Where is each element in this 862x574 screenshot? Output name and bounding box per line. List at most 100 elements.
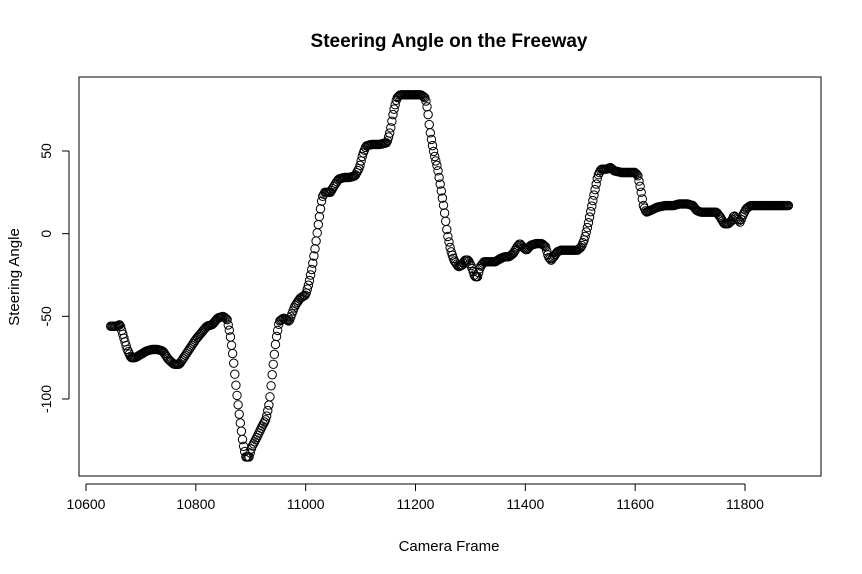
data-point — [714, 211, 724, 221]
data-point — [179, 352, 190, 362]
data-point — [581, 227, 591, 237]
data-point — [311, 236, 321, 246]
data-point — [178, 353, 188, 364]
data-point — [188, 338, 198, 349]
data-point — [264, 400, 274, 410]
data-point — [181, 348, 192, 359]
data-point — [442, 224, 452, 235]
data-point — [302, 284, 313, 294]
x-tick-label: 11600 — [616, 496, 654, 512]
data-point — [439, 208, 450, 218]
data-point — [433, 166, 443, 176]
y-tick-label: -50 — [38, 306, 54, 326]
data-point — [383, 132, 394, 142]
data-point — [465, 258, 475, 269]
data-point — [223, 320, 233, 330]
data-point — [305, 270, 316, 280]
data-point — [330, 180, 340, 190]
data-point — [583, 217, 594, 228]
data-point — [424, 119, 434, 130]
y-tick-label: 0 — [38, 230, 54, 238]
data-point — [580, 231, 590, 242]
data-point — [435, 179, 445, 189]
y-axis-label: Steering Angle — [6, 228, 23, 326]
x-axis-label: Camera Frame — [399, 538, 500, 555]
data-point — [443, 231, 453, 242]
data-point — [265, 392, 275, 402]
data-point — [349, 171, 360, 181]
data-point — [575, 243, 585, 254]
data-point — [233, 400, 243, 410]
data-point — [738, 209, 749, 220]
data-point — [158, 347, 169, 357]
data-point — [226, 340, 237, 350]
data-point — [592, 173, 602, 184]
data-point — [312, 228, 322, 238]
data-point — [182, 347, 193, 357]
data-point — [219, 312, 229, 322]
data-point — [245, 448, 255, 458]
data-point — [304, 275, 315, 286]
y-tick-label: -100 — [38, 385, 54, 413]
data-point — [386, 123, 396, 133]
data-point — [261, 411, 272, 421]
data-point — [508, 249, 518, 259]
data-point — [185, 343, 195, 354]
data-point — [235, 418, 246, 428]
data-point — [355, 160, 365, 171]
data-point — [180, 350, 191, 360]
data-point — [315, 204, 326, 214]
data-point — [389, 104, 399, 114]
x-tick-label: 11800 — [726, 496, 764, 512]
data-point — [421, 96, 431, 106]
x-tick-label: 11000 — [287, 496, 325, 512]
data-point — [437, 193, 448, 203]
data-point — [635, 181, 645, 192]
data-point — [234, 409, 244, 419]
data-point — [636, 187, 646, 198]
x-tick-label: 10800 — [176, 496, 215, 512]
data-point — [291, 299, 302, 309]
data-point — [236, 426, 247, 436]
data-point — [582, 222, 593, 233]
data-point — [423, 109, 433, 120]
data-point — [260, 415, 271, 425]
data-point — [388, 109, 398, 120]
data-point — [587, 201, 597, 211]
data-point — [537, 239, 548, 249]
data-point — [183, 345, 194, 355]
x-tick-label: 11400 — [506, 496, 544, 512]
data-point — [542, 246, 552, 256]
data-point — [634, 176, 644, 186]
data-point — [269, 349, 280, 360]
data-point — [303, 280, 314, 290]
data-point — [427, 140, 438, 151]
data-point — [384, 128, 395, 138]
data-point — [431, 156, 441, 166]
x-axis: 10600 10800 11000 11200 11400 11600 11800 — [67, 483, 764, 512]
data-point — [633, 171, 643, 181]
data-point — [436, 186, 447, 196]
y-axis: -100 -50 0 50 — [38, 143, 70, 413]
data-point — [300, 290, 310, 300]
data-point — [783, 200, 794, 211]
data-point — [309, 251, 319, 261]
data-point — [432, 160, 442, 171]
data-point — [177, 355, 187, 365]
data-point — [591, 179, 601, 189]
data-point — [175, 358, 185, 369]
data-point — [272, 325, 283, 336]
data-point — [444, 237, 454, 247]
data-point — [313, 219, 323, 230]
data-point — [632, 169, 642, 180]
data-point — [430, 151, 440, 162]
data-point — [434, 172, 444, 183]
data-point — [271, 331, 282, 342]
data-point — [266, 381, 276, 391]
data-point — [263, 405, 273, 416]
data-point — [316, 196, 327, 206]
data-point — [381, 138, 392, 148]
x-tick-label: 11200 — [397, 496, 435, 512]
data-point — [224, 325, 235, 335]
data-point — [590, 184, 600, 195]
